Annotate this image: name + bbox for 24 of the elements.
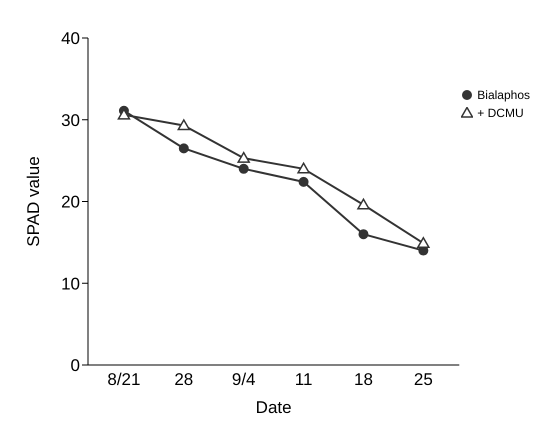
point [237, 152, 250, 163]
point [178, 119, 190, 130]
y-axis-title: SPAD value [24, 156, 44, 247]
point [417, 236, 430, 248]
point [298, 176, 309, 187]
point [238, 164, 249, 174]
legend-label: + DCMU [477, 106, 524, 120]
x-tick-label: 11 [294, 370, 312, 390]
x-tick-label: 25 [414, 370, 433, 390]
point [357, 198, 370, 210]
x-tick-label: 9/4 [232, 370, 256, 390]
y-tick-label: 10 [61, 274, 80, 294]
point [297, 162, 310, 174]
y-tick-label: 30 [61, 110, 80, 130]
x-tick-label: 18 [354, 370, 373, 390]
y-tick-label: 0 [70, 356, 80, 376]
x-tick-label: 28 [174, 370, 194, 390]
point [178, 143, 189, 154]
y-tick-label: 20 [61, 192, 80, 212]
x-tick-label: 8/21 [107, 370, 140, 390]
x-axis-title: Date [256, 398, 292, 417]
point [358, 229, 368, 240]
y-tick-label: 40 [61, 29, 80, 48]
legend-label: Bialaphos [477, 88, 530, 102]
